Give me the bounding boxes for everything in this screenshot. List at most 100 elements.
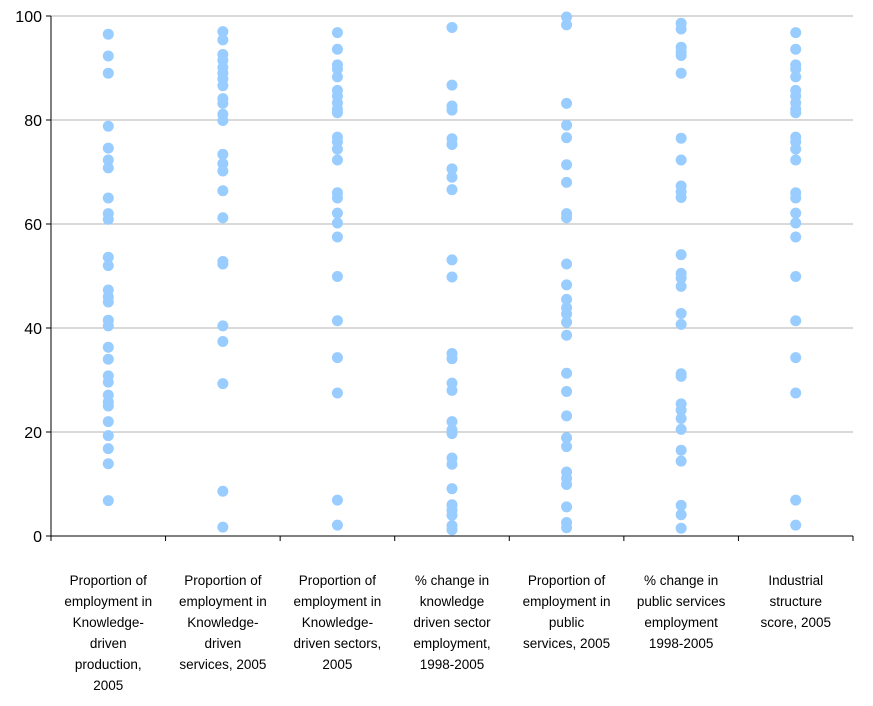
data-point <box>102 376 114 388</box>
data-point <box>675 154 687 166</box>
data-point <box>675 307 687 319</box>
data-point <box>561 293 573 305</box>
data-point <box>217 97 229 109</box>
data-point <box>102 162 114 174</box>
data-point <box>790 271 802 283</box>
data-point <box>331 27 343 39</box>
category-label-line: services, 2005 <box>179 657 266 672</box>
category-label-line: driven <box>90 636 127 651</box>
y-tick-label: 100 <box>15 9 42 26</box>
data-point <box>790 315 802 327</box>
data-point <box>790 71 802 83</box>
category-label-line: Proportion of <box>70 573 148 588</box>
data-point <box>102 341 114 353</box>
data-point <box>217 336 229 348</box>
category-label-line: Proportion of <box>528 573 606 588</box>
data-point <box>102 495 114 507</box>
data-point <box>561 385 573 397</box>
data-point <box>675 455 687 467</box>
data-point <box>102 443 114 455</box>
data-point <box>331 192 343 204</box>
data-point <box>331 387 343 399</box>
data-point <box>675 444 687 456</box>
data-point <box>217 521 229 533</box>
data-point <box>790 494 802 506</box>
data-point <box>561 367 573 379</box>
category-label-line: % change in <box>415 573 489 588</box>
data-point <box>217 34 229 46</box>
data-point <box>675 272 687 284</box>
data-point <box>675 50 687 62</box>
data-point <box>561 316 573 328</box>
data-point <box>446 138 458 150</box>
data-point <box>446 509 458 521</box>
gridlines <box>51 15 853 433</box>
data-point <box>331 494 343 506</box>
data-point <box>790 519 802 531</box>
data-point <box>561 159 573 171</box>
data-point <box>675 132 687 144</box>
category-label-line: employment in <box>523 594 611 609</box>
data-point <box>561 97 573 109</box>
data-point <box>217 485 229 497</box>
category-label-line: Knowledge- <box>73 615 144 630</box>
data-point <box>790 387 802 399</box>
data-point <box>331 71 343 83</box>
data-point <box>331 154 343 166</box>
category-labels: Proportion of employment in Knowledge-driv… <box>64 573 831 693</box>
category-label-line: employment <box>644 615 718 630</box>
data-point <box>561 441 573 453</box>
data-point <box>446 428 458 440</box>
category-label-line: Industrial <box>768 573 823 588</box>
data-point <box>217 320 229 332</box>
data-point <box>561 501 573 513</box>
category-label-line: Proportion of <box>184 573 262 588</box>
data-point <box>217 378 229 390</box>
data-point <box>561 212 573 224</box>
data-point <box>790 107 802 119</box>
data-point <box>102 296 114 308</box>
category-label-line: knowledge <box>420 594 485 609</box>
data-point <box>331 315 343 327</box>
data-point <box>446 384 458 396</box>
category-label-line: public services <box>637 594 726 609</box>
data-point <box>217 115 229 127</box>
data-point <box>790 352 802 364</box>
data-point <box>790 217 802 229</box>
category-label-line: structure <box>769 594 822 609</box>
category-label-line: score, 2005 <box>760 615 831 630</box>
category-label-line: Knowledge- <box>187 615 258 630</box>
data-point <box>446 271 458 283</box>
data-point <box>331 231 343 243</box>
y-tick-label: 0 <box>33 529 42 546</box>
category-label-line: driven <box>204 636 241 651</box>
data-point <box>102 142 114 154</box>
data-point <box>561 19 573 31</box>
data-point <box>331 519 343 531</box>
data-point <box>331 217 343 229</box>
category-label-line: Knowledge- <box>302 615 373 630</box>
data-point <box>675 412 687 424</box>
data-point <box>331 352 343 364</box>
data-point <box>561 479 573 491</box>
data-point <box>446 524 458 536</box>
data-point <box>675 423 687 435</box>
category-label-line: employment in <box>294 594 382 609</box>
data-point <box>331 43 343 55</box>
data-point <box>446 184 458 196</box>
category-label-line: production, <box>75 657 142 672</box>
data-point <box>102 320 114 332</box>
data-point <box>331 143 343 155</box>
data-point <box>217 258 229 270</box>
y-tick-label: 40 <box>24 321 42 338</box>
data-point <box>561 258 573 270</box>
data-point <box>790 143 802 155</box>
category-label-line: employment, <box>413 636 490 651</box>
data-point <box>790 63 802 75</box>
data-point <box>561 432 573 444</box>
data-point <box>102 400 114 412</box>
data-point <box>217 26 229 38</box>
data-point <box>331 107 343 119</box>
data-point <box>675 499 687 511</box>
data-point <box>790 154 802 166</box>
